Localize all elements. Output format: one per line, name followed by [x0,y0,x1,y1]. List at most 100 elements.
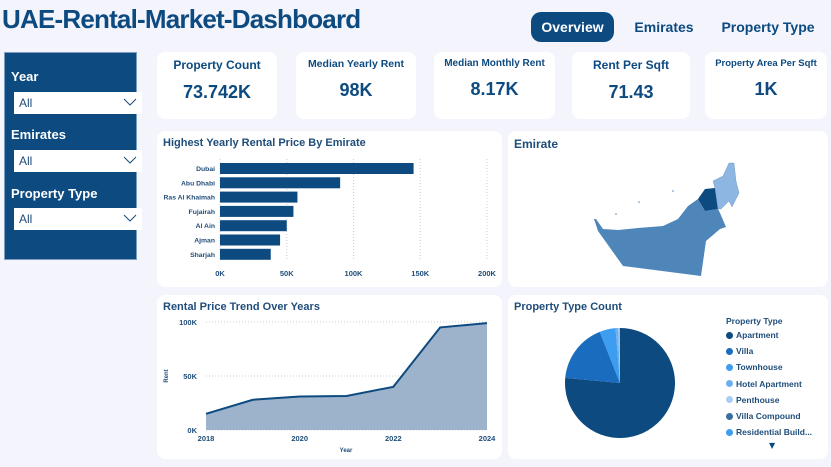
bar [220,177,341,189]
legend-item[interactable]: Villa Compound [726,411,801,421]
bar [220,234,281,246]
category-label: Abu Dhabi [181,180,215,187]
y-tick-label: 100K [179,318,198,327]
year-value: All [19,96,33,110]
kpi-label: Median Monthly Rent [444,58,545,69]
x-tick-label: 2020 [291,434,308,443]
chevron-down-icon [123,98,137,106]
property-type-filter-label: Property Type [11,186,98,201]
kpi-value: 98K [339,80,373,100]
legend-dot-icon [726,380,733,388]
kpi-value: 1K [754,79,778,99]
kpi-median-monthly-rent: Median Monthly Rent 8.17K [434,52,555,119]
kpi-label: Property Area Per Sqft [715,58,817,69]
tab-overview[interactable]: Overview [531,12,614,42]
x-tick-label: 2018 [198,434,215,443]
category-label: Sharjah [190,252,215,259]
legend-item[interactable]: Hotel Apartment [726,379,802,389]
property-type-value: All [19,212,33,226]
kpi-median-yearly-rent: Median Yearly Rent 98K [296,52,416,119]
kpi-value: 8.17K [470,79,519,99]
x-tick-label: 200K [478,269,497,278]
bar [220,191,298,203]
bar [220,248,271,260]
map-region-northern-emirates[interactable] [712,162,740,210]
y-axis-label: Rent [164,369,170,382]
legend-item[interactable]: Apartment [726,330,779,340]
legend-label: Residential Build... [736,427,813,438]
legend-dot-icon [726,412,733,420]
kpi-label: Rent Per Sqft [592,58,669,72]
legend-dot-icon [726,428,733,436]
x-tick-label: 150K [411,269,430,278]
kpi-property-count: Property Count 73.742K [157,52,277,119]
legend-dot-icon [726,363,733,371]
legend-label: Villa Compound [736,411,801,421]
legend-item[interactable]: Townhouse [726,362,783,372]
chart-title: Property Type Count [514,301,622,313]
legend-dot-icon [726,396,733,404]
tab-emirates[interactable]: Emirates [634,19,694,35]
chevron-down-icon [123,214,137,222]
kpi-label: Property Count [173,58,261,72]
legend-item[interactable]: Villa [726,346,753,356]
pie-slice [599,328,620,383]
legend-label: Hotel Apartment [736,378,802,389]
legend-dot-icon [726,331,733,339]
category-label: Ajman [194,238,215,245]
series-line [205,322,488,415]
pie-chart [565,328,675,438]
pie-chart-panel: Property Type Count Property Type Apartm… [508,295,828,459]
category-label: Dubai [196,166,215,173]
kpi-value: 73.742K [182,82,252,102]
category-label: Al Ain [196,223,215,230]
bar [220,163,414,174]
bar [220,205,294,217]
kpi-value: 71.43 [608,82,654,102]
y-tick-label: 50K [183,372,197,381]
bar-chart-panel: Highest Yearly Rental Price By Emirate 0… [157,131,502,287]
category-label: Ras Al Khaimah [164,195,216,202]
uae-map[interactable] [508,131,828,287]
area-chart-panel: Rental Price Trend Over Years 0K 50K 100K 2… [157,295,502,459]
area-fill [206,323,487,430]
map-region-abu-dhabi[interactable] [594,199,726,276]
pie-slice [618,328,620,383]
x-axis-label: Year [340,448,353,454]
legend-label: Penthouse [736,394,780,405]
area-chart: 0K 50K 100K 2018 2020 2022 2024 Year Rent [164,318,496,454]
x-tick-label: 50K [280,269,294,278]
pie-slice [565,331,620,383]
kpi-label: Median Yearly Rent [307,58,405,70]
page-title: UAE-Rental-Market-Dashboard [2,4,361,34]
year-dropdown[interactable]: All [14,92,142,114]
x-tick-label: 100K [345,269,364,278]
map-region-dubai[interactable] [698,188,718,211]
map-panel: Emirate [508,131,828,287]
legend-label: Villa [736,346,754,357]
kpi-property-area: Property Area Per Sqft 1K [705,52,827,119]
filter-sidebar: Year All Emirates All Property Type All [4,52,142,260]
legend-scroll-down-icon[interactable]: ▼ [769,441,776,450]
chart-title: Rental Price Trend Over Years [163,301,320,313]
x-tick-label: 0K [215,269,225,278]
chart-title: Highest Yearly Rental Price By Emirate [163,137,366,149]
pie-slice [615,328,620,383]
tab-property-type[interactable]: Property Type [721,19,815,35]
legend-title: Property Type [726,316,783,326]
legend-item[interactable]: Penthouse [726,395,779,405]
legend-label: Apartment [736,330,779,340]
emirates-filter-label: Emirates [11,127,66,142]
y-tick-label: 0K [187,426,197,435]
kpi-rent-per-sqft: Rent Per Sqft 71.43 [572,52,690,119]
year-filter-label: Year [11,69,39,84]
property-type-dropdown[interactable]: All [14,208,142,230]
chevron-down-icon [123,156,137,164]
legend-item[interactable]: Residential Build... [726,427,812,437]
category-label: Fujairah [189,209,215,216]
bar [220,220,287,232]
emirates-dropdown[interactable]: All [14,150,142,172]
map-title: Emirate [514,137,559,151]
legend-label: Townhouse [736,362,783,373]
x-tick-label: 2022 [385,434,402,443]
